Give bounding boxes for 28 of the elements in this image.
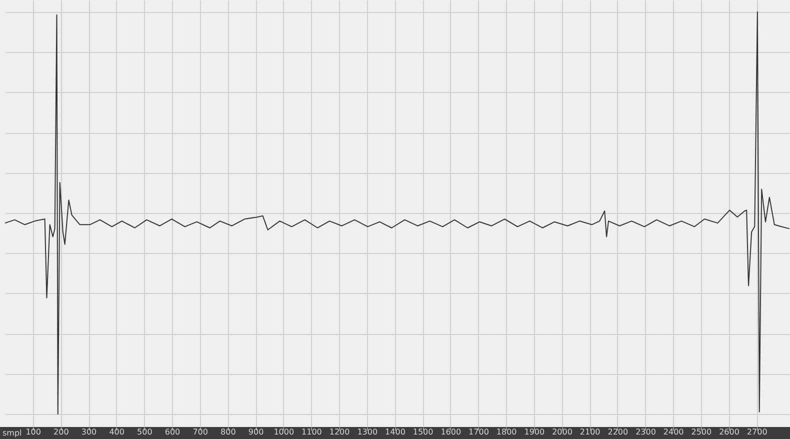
x-tick-label: 1100: [302, 428, 322, 436]
x-tick-label: 1700: [468, 428, 489, 436]
x-tick-label: 1800: [496, 428, 517, 436]
x-tick-label: 1000: [274, 428, 294, 436]
x-tick-label: 1200: [329, 428, 350, 436]
x-tick-label: 2500: [691, 428, 712, 436]
x-tick-label: 700: [192, 428, 208, 436]
x-tick-label: 100: [26, 428, 41, 436]
x-tick-label: 1500: [412, 428, 434, 436]
x-tick-label: 800: [220, 428, 236, 436]
x-tick-label: 1600: [440, 428, 462, 436]
x-tick-label: 400: [109, 428, 124, 436]
x-tick-label: 2600: [719, 428, 740, 436]
x-tick-label: 1300: [357, 428, 378, 436]
x-tick-label: 2400: [663, 428, 684, 436]
x-tick-label: 1900: [524, 428, 545, 436]
x-tick-label: 1400: [385, 428, 406, 436]
x-tick-label: 500: [137, 428, 152, 436]
x-tick-label: 2000: [552, 428, 572, 436]
x-tick-label: 200: [54, 428, 69, 436]
x-tick-label: 900: [248, 428, 264, 436]
x-axis-title: smpl: [2, 428, 22, 438]
x-tick-label: 2300: [636, 428, 656, 436]
x-tick-label: 600: [164, 428, 180, 436]
x-tick-label: 2700: [746, 428, 768, 436]
x-tick-label: 2200: [608, 428, 628, 436]
x-tick-label: 2100: [580, 428, 600, 436]
x-tick-label: 300: [81, 428, 97, 436]
